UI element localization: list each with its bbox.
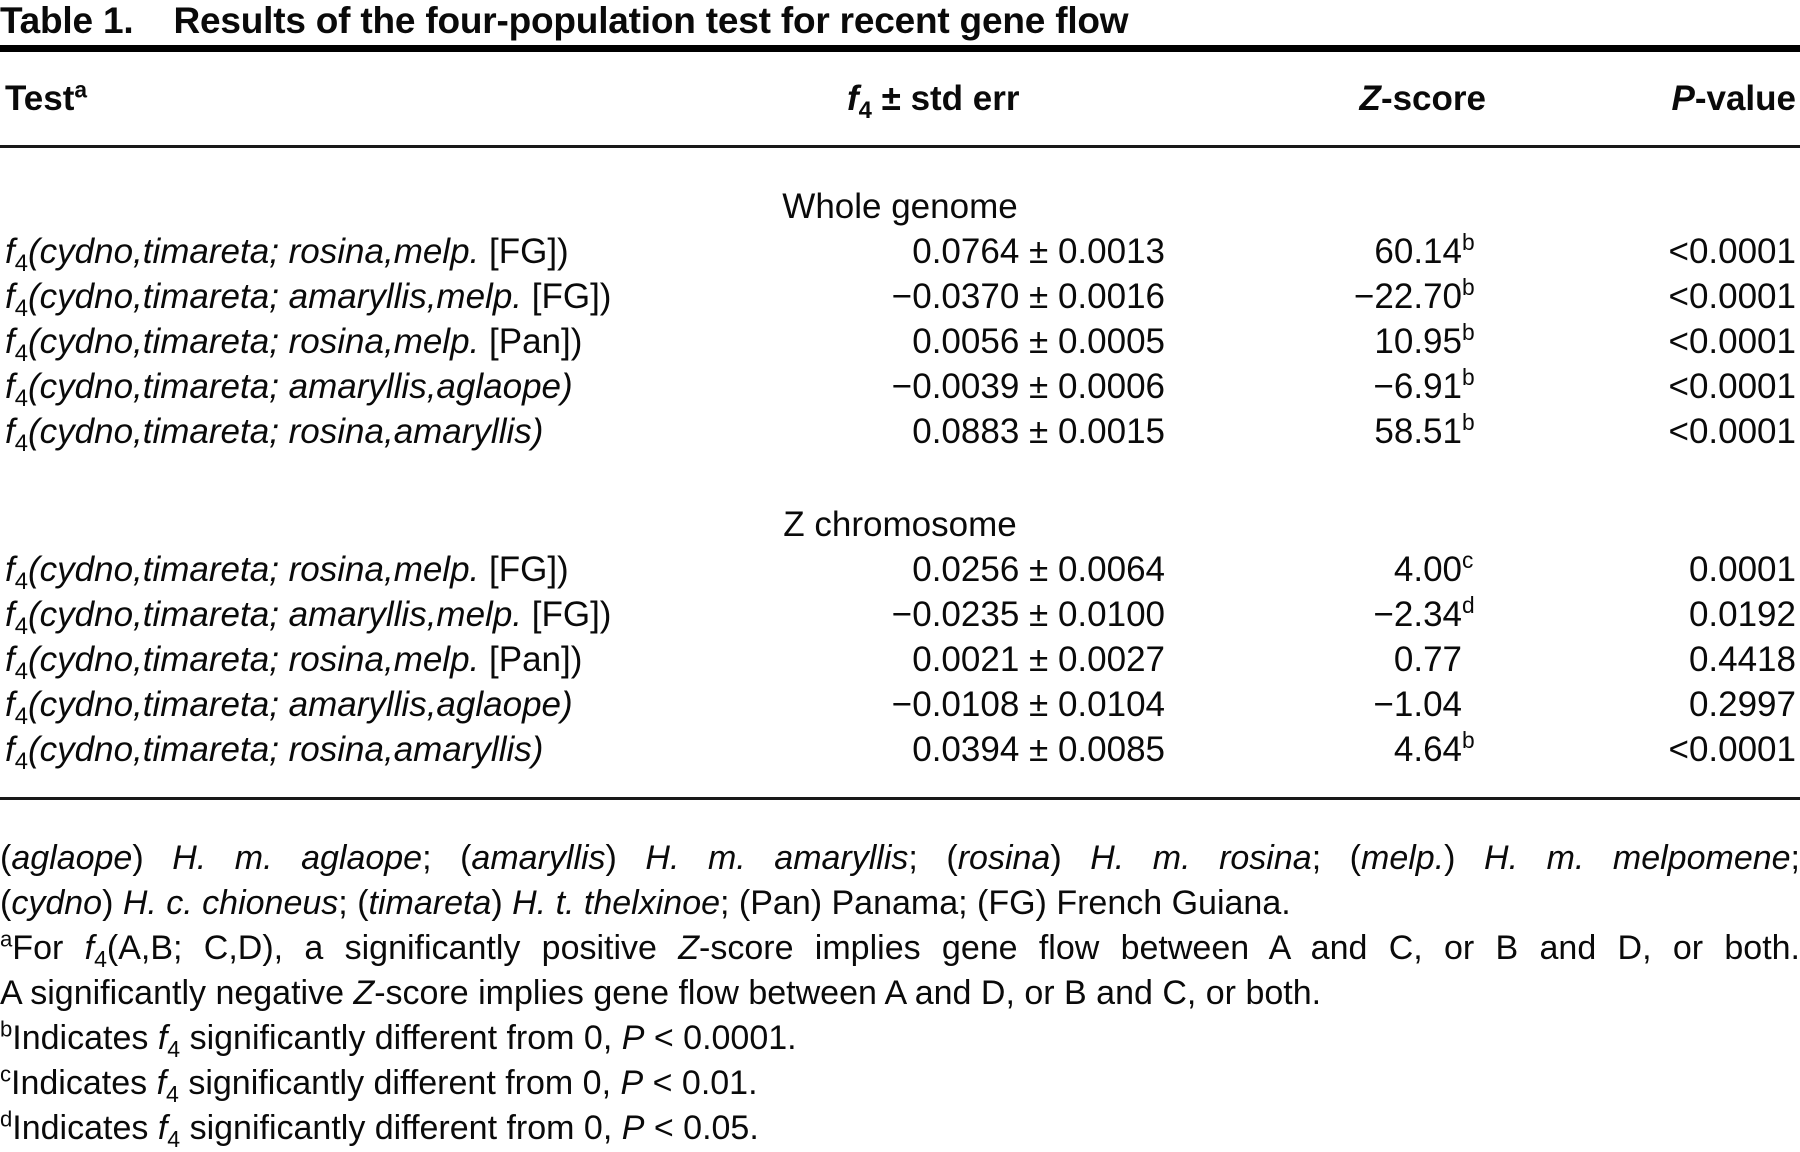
z-score-cell: 58.51b xyxy=(1374,409,1475,451)
f4-cell: 0.0394 ± 0.0085 xyxy=(912,730,1165,769)
column-header-f4-std-err: f4 ± std err xyxy=(847,78,1020,124)
footnote-c: cIndicates f4 significantly different fr… xyxy=(0,1061,758,1107)
f4-cell: 0.0021 ± 0.0027 xyxy=(912,640,1165,679)
footnote-a-line1: aFor f4(A,B; C,D), a significantly posit… xyxy=(0,926,1800,972)
footnote-species-key-line1: (aglaope) H. m. aglaope; (amaryllis) H. … xyxy=(0,839,1800,877)
z-score-cell: −22.70b xyxy=(1353,274,1475,316)
table-row: f4(cydno,timareta; rosina,melp. [Pan]) 0… xyxy=(0,637,1800,685)
section-spacer xyxy=(0,454,1800,502)
p-value-cell: <0.0001 xyxy=(1668,232,1797,271)
test-cell: f4(cydno,timareta; rosina,amaryllis) xyxy=(5,412,544,457)
p-value-cell: <0.0001 xyxy=(1668,730,1797,769)
table-row: f4(cydno,timareta; rosina,amaryllis) 0.0… xyxy=(0,727,1800,775)
z-score-cell: 0.77 xyxy=(1393,640,1462,679)
table-row: f4(cydno,timareta; rosina,melp. [FG]) 0.… xyxy=(0,547,1800,595)
footnote-b: bIndicates f4 significantly different fr… xyxy=(0,1016,797,1062)
p-value-cell: <0.0001 xyxy=(1668,277,1797,316)
z-score-cell: −1.04 xyxy=(1373,685,1462,724)
test-cell: f4(cydno,timareta; rosina,melp. [FG]) xyxy=(5,550,569,595)
table-title: Table 1. Results of the four-population t… xyxy=(0,0,1800,45)
p-value-cell: 0.2997 xyxy=(1688,685,1796,724)
top-rule xyxy=(0,45,1800,52)
test-cell: f4(cydno,timareta; amaryllis,melp. [FG]) xyxy=(5,277,612,322)
table-row: f4(cydno,timareta; rosina,melp. [FG]) 0.… xyxy=(0,229,1800,277)
header-rule xyxy=(0,145,1800,148)
f4-cell: 0.0764 ± 0.0013 xyxy=(912,232,1165,271)
z-score-cell: −2.34d xyxy=(1373,592,1475,634)
f4-cell: 0.0056 ± 0.0005 xyxy=(912,322,1165,361)
table-number: Table 1. xyxy=(0,0,134,41)
test-cell: f4(cydno,timareta; amaryllis,aglaope) xyxy=(5,367,573,412)
z-score-cell: −6.91b xyxy=(1373,364,1475,406)
footnote-a-line2: A significantly negative Z-score implies… xyxy=(0,974,1322,1012)
test-cell: f4(cydno,timareta; rosina,amaryllis) xyxy=(5,730,544,775)
test-cell: f4(cydno,timareta; rosina,melp. [FG]) xyxy=(5,232,569,277)
column-header-z-score: Z-score xyxy=(1359,78,1486,118)
table-row: f4(cydno,timareta; amaryllis,melp. [FG])… xyxy=(0,274,1800,322)
f4-cell: 0.0883 ± 0.0015 xyxy=(912,412,1165,451)
test-cell: f4(cydno,timareta; rosina,melp. [Pan]) xyxy=(5,322,583,367)
footnotes: (aglaope) H. m. aglaope; (amaryllis) H. … xyxy=(0,800,1800,1151)
z-score-cell: 60.14b xyxy=(1374,229,1475,271)
footnote-d: dIndicates f4 significantly different fr… xyxy=(0,1106,759,1152)
bottom-rule xyxy=(0,797,1800,800)
p-value-cell: 0.4418 xyxy=(1688,640,1796,679)
z-score-cell: 4.64b xyxy=(1393,727,1475,769)
table-body: Whole genome f4(cydno,timareta; rosina,m… xyxy=(0,148,1800,797)
column-header-test: Testa xyxy=(5,75,88,118)
f4-cell: −0.0370 ± 0.0016 xyxy=(891,277,1165,316)
z-score-cell: 4.00c xyxy=(1393,547,1474,589)
table-row: f4(cydno,timareta; amaryllis,aglaope) −0… xyxy=(0,682,1800,730)
section-heading-z-chromosome: Z chromosome xyxy=(783,505,1017,544)
section-heading-whole-genome: Whole genome xyxy=(782,187,1018,226)
table-row: f4(cydno,timareta; amaryllis,melp. [FG])… xyxy=(0,592,1800,640)
f4-cell: −0.0039 ± 0.0006 xyxy=(891,367,1165,406)
f4-cell: −0.0235 ± 0.0100 xyxy=(891,595,1165,634)
p-value-cell: 0.0001 xyxy=(1688,550,1796,589)
z-score-cell: 10.95b xyxy=(1374,319,1475,361)
table-row: f4(cydno,timareta; rosina,melp. [Pan]) 0… xyxy=(0,319,1800,367)
f4-cell: −0.0108 ± 0.0104 xyxy=(891,685,1165,724)
table-caption: Results of the four-population test for … xyxy=(173,0,1129,41)
test-cell: f4(cydno,timareta; rosina,melp. [Pan]) xyxy=(5,640,583,685)
f4-cell: 0.0256 ± 0.0064 xyxy=(912,550,1165,589)
test-cell: f4(cydno,timareta; amaryllis,aglaope) xyxy=(5,685,573,730)
footnote-species-key-line2: (cydno) H. c. chioneus; (timareta) H. t.… xyxy=(0,884,1291,922)
table-row: f4(cydno,timareta; rosina,amaryllis) 0.0… xyxy=(0,409,1800,457)
p-value-cell: 0.0192 xyxy=(1688,595,1796,634)
table-header-row: Testa f4 ± std err Z-score P-value xyxy=(0,52,1800,145)
p-value-cell: <0.0001 xyxy=(1668,412,1797,451)
table-row: f4(cydno,timareta; amaryllis,aglaope) −0… xyxy=(0,364,1800,412)
p-value-cell: <0.0001 xyxy=(1668,367,1797,406)
p-value-cell: <0.0001 xyxy=(1668,322,1797,361)
test-cell: f4(cydno,timareta; amaryllis,melp. [FG]) xyxy=(5,595,612,640)
column-header-p-value: P-value xyxy=(1671,78,1796,118)
